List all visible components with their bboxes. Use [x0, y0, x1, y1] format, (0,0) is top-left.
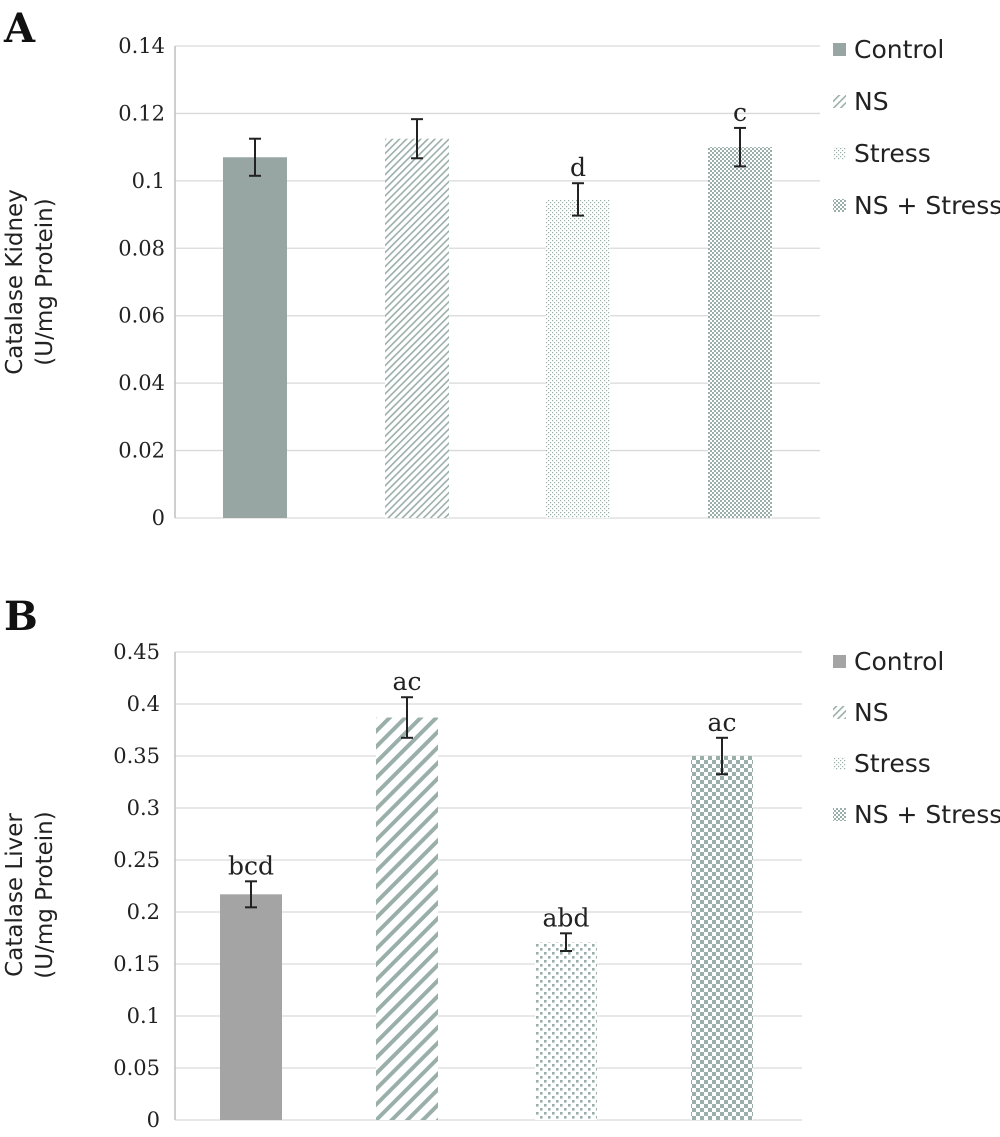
panel-b-y-tick-label: 0.35 [113, 744, 160, 768]
panel-a-y-tick-label: 0.06 [118, 304, 165, 328]
panel-b-significance-label-stress: abd [543, 903, 590, 932]
panel-b-y-tick-label: 0.2 [127, 900, 160, 924]
panel-b-significance-label-ns: ac [393, 667, 422, 696]
panel-a-legend-item-ns-stress: NS + Stress [833, 191, 1000, 220]
panel-b-y-tick-label: 0.45 [113, 640, 160, 664]
panel-b-bar-stress [535, 942, 597, 1120]
panel-b-y-tick-label: 0.15 [113, 952, 160, 976]
panel-b-legend-item-ns: NS [833, 698, 889, 727]
panel-b-bar-control [220, 894, 282, 1120]
panel-a-legend-label-ns: NS [854, 87, 889, 116]
panel-a-kidney-chart: A 0 0.02 0.04 0.06 0.08 0.1 0.12 0.14 Catalase Ki… [2, 5, 1000, 530]
panel-b-y-tick-label: 0 [147, 1108, 160, 1132]
panel-b-error-bar-control [245, 880, 257, 909]
panel-b-legend-label-ns: NS [854, 698, 889, 727]
panel-a-legend-label-control: Control [854, 35, 944, 64]
panel-a-significance-label-ns-stress: c [733, 98, 747, 127]
panel-a-y-axis-label: Catalase Kidney (U/mg Protein) [2, 189, 58, 375]
panel-b-legend-item-ns-stress: NS + Stress [833, 800, 1000, 829]
panel-b-legend-swatch-stress [833, 757, 846, 770]
panel-a-y-tick-label: 0 [152, 506, 165, 530]
panel-b-error-bar-ns-stress [716, 736, 728, 776]
panel-b-error-bar-stress [560, 932, 572, 952]
panel-b-legend-item-control: Control [833, 647, 944, 676]
panel-a-bar-control [223, 157, 287, 518]
panel-a-bar-stress [546, 199, 610, 518]
panel-a-legend-label-stress: Stress [854, 139, 931, 168]
panel-a-error-bar-stress [572, 182, 584, 217]
panel-a-y-tick-label: 0.14 [118, 34, 165, 58]
panel-b-y-tick-label: 0.4 [127, 692, 160, 716]
panel-a-legend-swatch-control [833, 43, 846, 56]
panel-a-y-tick-label: 0.08 [118, 236, 165, 260]
panel-a-legend-swatch-stress [833, 147, 846, 160]
panel-a-legend-item-stress: Stress [833, 139, 931, 168]
panel-a-y-tick-label: 0.1 [132, 169, 165, 193]
panel-b-y-tick-label: 0.3 [127, 796, 160, 820]
panel-b-legend-label-ns-stress: NS + Stress [854, 800, 1000, 829]
panel-b-error-bar-ns [401, 696, 413, 739]
panel-b-y-tick-label: 0.05 [113, 1056, 160, 1080]
panel-a-y-tick-label: 0.02 [118, 439, 165, 463]
panel-a-legend-swatch-ns [833, 95, 846, 108]
panel-a-significance-label-stress: d [570, 153, 586, 182]
panel-a-legend-swatch-ns-stress [833, 199, 846, 212]
panel-a-letter: A [3, 5, 36, 52]
panel-a-legend-item-control: Control [833, 35, 944, 64]
panel-b-significance-label-control: bcd [228, 851, 274, 880]
panel-b-legend-label-control: Control [854, 647, 944, 676]
panel-b-liver-chart: B 0 0.05 0.1 0.15 0.2 0.25 0.3 0.35 0.4 0.45 Catala… [2, 593, 1000, 1132]
panel-b-y-tick-label: 0.1 [127, 1004, 160, 1028]
panel-b-y-axis-label: Catalase Liver (U/mg Protein) [2, 811, 58, 978]
panel-a-legend-item-ns: NS [833, 87, 889, 116]
panel-b-legend-swatch-control [833, 655, 846, 668]
panel-a-bar-ns [385, 138, 449, 518]
panel-b-legend-label-stress: Stress [854, 749, 931, 778]
panel-b-legend-item-stress: Stress [833, 749, 931, 778]
panel-a-error-bar-ns [411, 118, 423, 160]
panel-a-legend-label-ns-stress: NS + Stress [854, 191, 1000, 220]
panel-a-y-tick-label: 0.04 [118, 371, 165, 395]
panel-b-bar-ns [376, 717, 438, 1120]
panel-a-bar-ns-stress [708, 147, 772, 518]
panel-a-error-bar-ns-stress [734, 126, 746, 168]
panel-b-legend-swatch-ns [833, 706, 846, 719]
panel-b-bar-ns-stress [691, 756, 753, 1120]
panel-b-legend-swatch-ns-stress [833, 808, 846, 821]
panel-b-y-tick-label: 0.25 [113, 848, 160, 872]
panel-a-y-tick-label: 0.12 [118, 101, 165, 125]
panel-b-significance-label-ns-stress: ac [708, 708, 737, 737]
panel-b-letter: B [4, 593, 38, 640]
panel-a-error-bar-control [249, 137, 261, 177]
